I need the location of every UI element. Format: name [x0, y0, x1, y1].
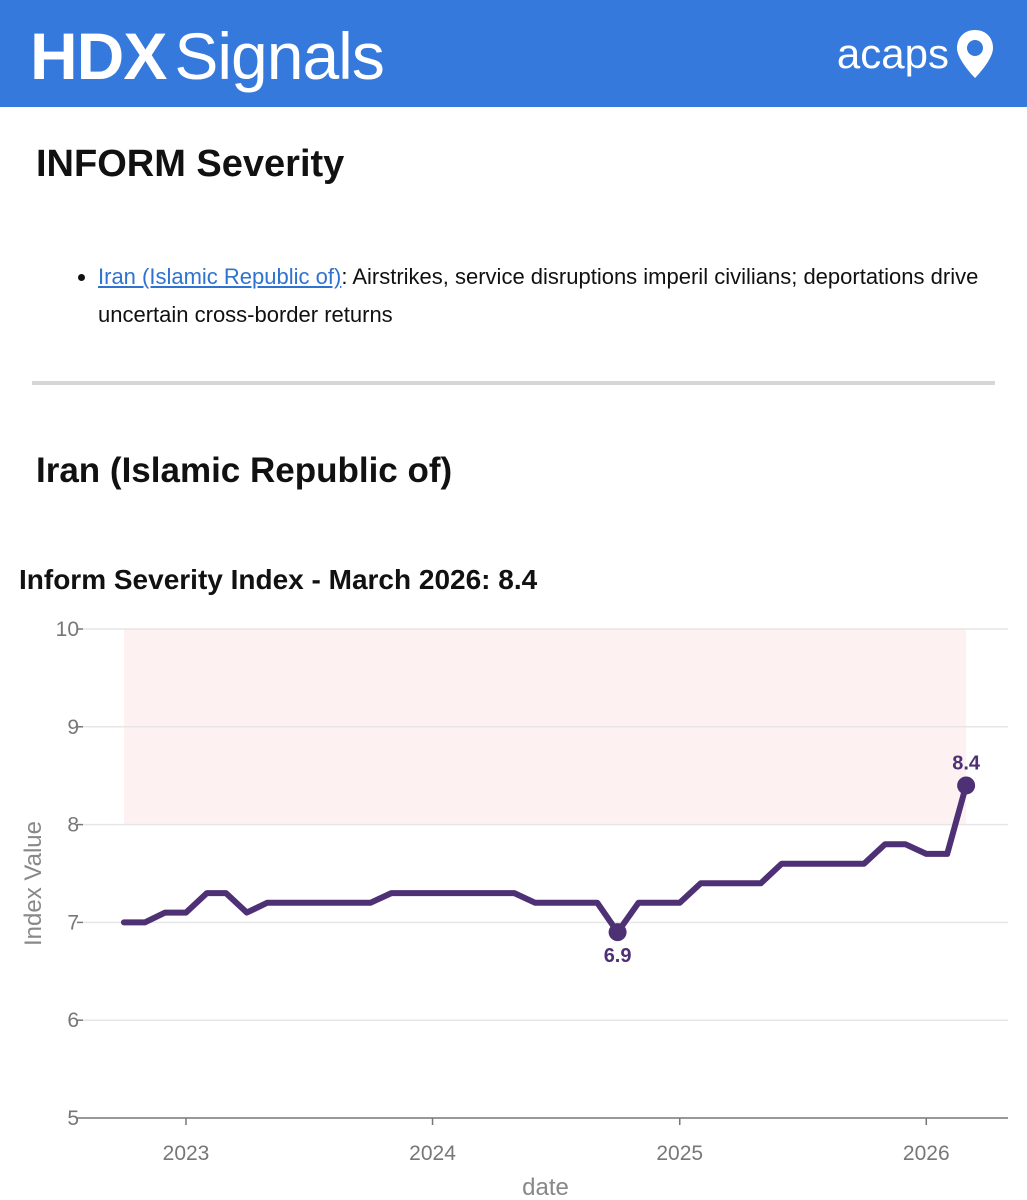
x-axis-title: date [522, 1174, 569, 1200]
country-title: Iran (Islamic Republic of) [36, 451, 453, 490]
annotated-point [608, 923, 627, 942]
location-pin-icon [957, 30, 993, 78]
y-tick-label: 10 [56, 618, 79, 641]
x-tick-label: 2024 [409, 1142, 456, 1165]
app-header: HDX Signals acaps [0, 0, 1027, 107]
severity-chart: 5 6 7 8 9 10 2023 2024 2025 2026 date Index Value 6… [20, 618, 1008, 1200]
y-tick-label: 6 [67, 1009, 79, 1032]
brand-bold-text: HDX [30, 19, 167, 93]
signal-list-item: Iran (Islamic Republic of): Airstrikes, … [98, 258, 998, 334]
chart-title: Inform Severity Index - March 2026: 8.4 [19, 564, 538, 595]
data-label: 6.9 [604, 945, 632, 967]
y-tick-label: 5 [67, 1107, 79, 1130]
severity-series-line [120, 782, 970, 936]
section-title: INFORM Severity [36, 143, 345, 185]
section-divider [32, 381, 995, 385]
x-tick-label: 2026 [903, 1142, 950, 1165]
signal-list: Iran (Islamic Republic of): Airstrikes, … [60, 258, 998, 334]
data-label: 8.4 [952, 752, 981, 774]
country-link[interactable]: Iran (Islamic Republic of) [98, 264, 342, 289]
x-tick-label: 2025 [656, 1142, 703, 1165]
y-tick-label: 8 [67, 814, 79, 837]
partner-name: acaps [836, 30, 949, 77]
annotated-point [957, 776, 976, 795]
signal-summary: : Airstrikes, service disruptions imperi… [98, 264, 979, 327]
y-axis-title: Index Value [20, 821, 47, 946]
brand-light-text: Signals [174, 19, 384, 93]
x-tick-label: 2023 [163, 1142, 210, 1165]
y-tick-label: 7 [67, 911, 79, 934]
acaps-logo[interactable]: acaps [837, 28, 995, 80]
y-tick-label: 9 [67, 716, 79, 739]
hdx-signals-logo[interactable]: HDX Signals [30, 14, 385, 98]
